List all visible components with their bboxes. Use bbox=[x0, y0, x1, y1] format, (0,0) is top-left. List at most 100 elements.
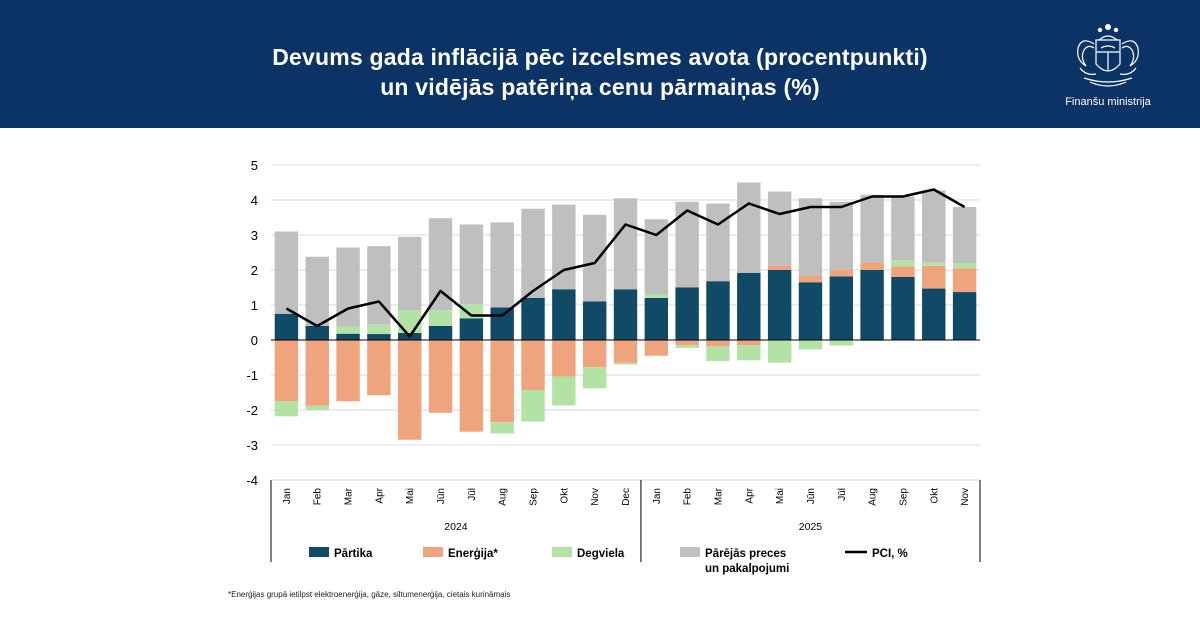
legend-swatch-degviela bbox=[552, 547, 572, 557]
bar-partika bbox=[922, 288, 946, 340]
legend: Pārtika Enerģija* Degviela Pārējās preces un… bbox=[309, 547, 908, 575]
y-tick-label: 1 bbox=[251, 298, 258, 313]
x-tick-label: Jūl bbox=[467, 488, 478, 501]
y-tick-label: -3 bbox=[246, 438, 258, 453]
x-tick-label: Sep bbox=[529, 488, 540, 506]
bar-parejas bbox=[582, 214, 607, 302]
bar-degviela bbox=[860, 340, 884, 342]
x-tick-label: Apr bbox=[744, 487, 755, 503]
bar-degviela bbox=[336, 326, 360, 334]
y-tick-label: -4 bbox=[246, 473, 258, 488]
bar-energija bbox=[305, 340, 329, 406]
bar-parejas bbox=[860, 194, 884, 263]
x-axis: Jan Feb Mar Apr Mai Jūn Jūl Aug Sep Okt Nov Dec Jan F… bbox=[270, 480, 981, 562]
x-tick-label: Aug bbox=[498, 488, 509, 506]
x-tick-label: Jūl bbox=[837, 488, 848, 501]
bar-partika bbox=[767, 270, 792, 340]
legend-label: Pārtika bbox=[334, 548, 373, 560]
y-tick-label: 2 bbox=[251, 263, 258, 278]
x-tick-label: Feb bbox=[683, 488, 694, 506]
x-tick-label: Jūn bbox=[806, 488, 817, 504]
bar-energija bbox=[798, 275, 823, 283]
bar-parejas bbox=[274, 231, 299, 314]
bar-degviela bbox=[398, 310, 422, 333]
bar-partika bbox=[613, 289, 638, 340]
bar-parejas bbox=[613, 198, 638, 290]
bar-energija bbox=[675, 340, 699, 346]
bar-partika bbox=[737, 272, 761, 340]
x-tick-label: Mar bbox=[344, 487, 355, 505]
bar-parejas bbox=[798, 198, 823, 276]
bar-partika bbox=[521, 298, 545, 340]
bar-degviela bbox=[798, 340, 823, 350]
bar-partika bbox=[829, 276, 853, 340]
pci-line-group bbox=[285, 188, 966, 338]
bar-parejas bbox=[305, 256, 329, 326]
x-tick-label: Jan bbox=[282, 488, 293, 504]
bar-degviela bbox=[367, 324, 391, 335]
page-title: Devums gada inflācijā pēc izcelsmes avot… bbox=[170, 42, 1030, 102]
bar-parejas bbox=[490, 222, 514, 308]
y-tick-label: -1 bbox=[246, 368, 258, 383]
x-tick-label: Aug bbox=[868, 488, 879, 506]
bar-energija bbox=[829, 269, 853, 277]
bar-degviela bbox=[675, 345, 699, 349]
legend-swatch-energija bbox=[423, 547, 443, 557]
y-tick-label: 5 bbox=[251, 158, 258, 173]
bar-degviela bbox=[305, 405, 329, 411]
bar-parejas bbox=[521, 208, 545, 298]
bar-energija bbox=[737, 340, 761, 346]
bar-energija bbox=[459, 340, 484, 432]
bar-parejas bbox=[737, 182, 761, 273]
coat-of-arms-icon bbox=[1077, 24, 1139, 87]
bar-degviela bbox=[582, 367, 607, 389]
legend-label: PCI, % bbox=[872, 548, 908, 560]
bar-parejas bbox=[428, 218, 453, 311]
bar-partika bbox=[860, 270, 884, 340]
legend-swatch-parejas bbox=[680, 547, 700, 557]
pci-line bbox=[285, 188, 966, 338]
ministry-logo: Finanšu ministrija bbox=[1058, 18, 1158, 113]
title-line-1: Devums gada inflācijā pēc izcelsmes avot… bbox=[272, 44, 928, 70]
bar-degviela bbox=[521, 390, 545, 422]
x-tick-label: Dec bbox=[621, 488, 632, 506]
x-tick-label: Jan bbox=[652, 488, 663, 504]
bar-parejas bbox=[675, 201, 699, 288]
bar-partika bbox=[706, 281, 730, 340]
y-axis-ticks: 5 4 3 2 1 0 -1 -2 -3 -4 bbox=[246, 158, 258, 488]
x-tick-label: Nov bbox=[960, 488, 971, 506]
x-tick-label: Jūn bbox=[436, 488, 447, 504]
bar-energija bbox=[428, 340, 453, 413]
bar-energija bbox=[274, 340, 299, 402]
inflation-chart: 5 4 3 2 1 0 -1 -2 -3 -4 Jan Feb Mar Apr Mai Jūn Jūl Aug S… bbox=[246, 158, 981, 575]
bar-energija bbox=[952, 268, 977, 293]
bar-partika bbox=[582, 301, 607, 340]
bar-energija bbox=[613, 340, 638, 363]
x-tick-label: Mar bbox=[714, 487, 725, 505]
bar-partika bbox=[891, 277, 915, 340]
bar-degviela bbox=[490, 422, 514, 434]
bar-energija bbox=[367, 340, 391, 396]
y-tick-label: -2 bbox=[246, 403, 258, 418]
bar-parejas bbox=[398, 236, 422, 311]
bar-partika bbox=[552, 289, 576, 340]
bar-parejas bbox=[922, 190, 946, 263]
bar-energija bbox=[521, 340, 545, 391]
bar-parejas bbox=[336, 247, 360, 327]
bar-parejas bbox=[459, 224, 484, 305]
bar-partika bbox=[428, 326, 453, 340]
y-tick-label: 0 bbox=[251, 333, 258, 348]
bar-degviela bbox=[706, 346, 730, 361]
bar-parejas bbox=[367, 246, 391, 325]
bar-partika bbox=[952, 292, 977, 340]
x-tick-label: Okt bbox=[929, 488, 940, 504]
bar-degviela bbox=[644, 294, 669, 298]
bar-energija bbox=[398, 340, 422, 440]
bar-parejas bbox=[767, 191, 792, 266]
bar-energija bbox=[644, 340, 669, 356]
logo-text: Finanšu ministrija bbox=[1065, 96, 1151, 108]
bar-energija bbox=[767, 265, 792, 270]
bar-partika bbox=[336, 333, 360, 340]
bar-parejas bbox=[891, 196, 915, 261]
bar-parejas bbox=[829, 201, 853, 270]
